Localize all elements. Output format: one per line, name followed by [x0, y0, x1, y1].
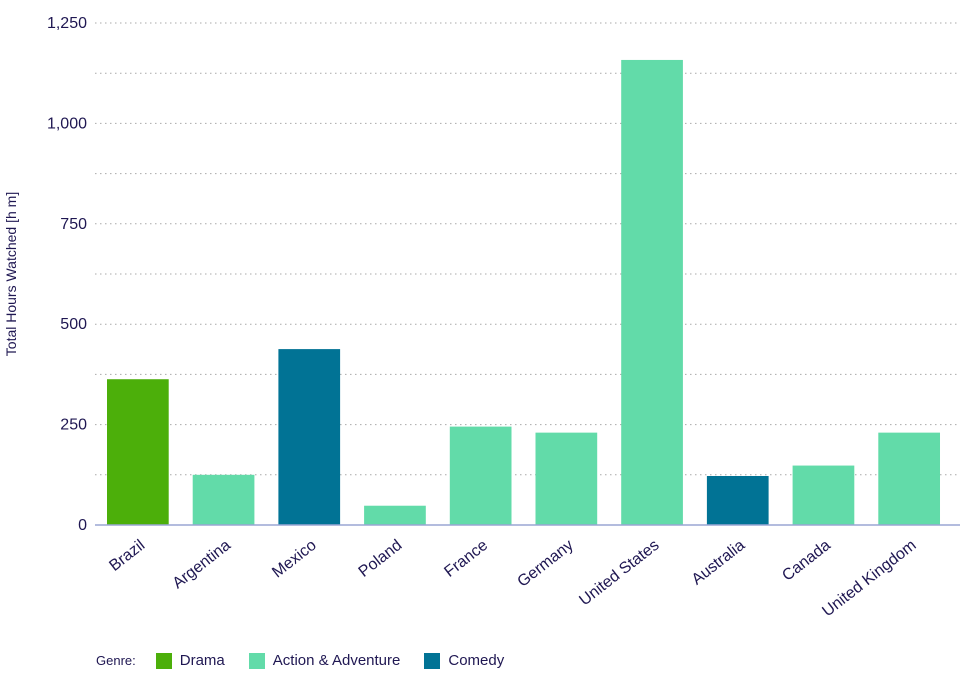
x-tick-label: Mexico — [269, 537, 319, 582]
legend-swatch-comedy — [424, 652, 441, 669]
y-axis-title: Total Hours Watched [h m] — [3, 192, 19, 356]
legend: Genre: Drama Action & Adventure Comedy — [96, 652, 528, 669]
bar-chart: 0 250 500 750 1,000 1,250 Brazil Argentina Mexi… — [3, 15, 960, 621]
legend-item-action-adventure: Action & Adventure — [248, 652, 401, 669]
bar-mexico — [278, 349, 341, 525]
x-tick-label: United Kingdom — [819, 537, 919, 620]
legend-swatch-drama — [155, 652, 172, 669]
y-tick-label: 750 — [60, 216, 87, 233]
x-tick-label: Poland — [356, 537, 406, 581]
legend-swatch-action-adventure — [248, 652, 265, 669]
x-tick-label: Canada — [779, 537, 834, 585]
y-tick-label: 500 — [60, 316, 87, 333]
bar-united-states — [621, 59, 683, 525]
bar-united-kingdom — [878, 432, 941, 525]
legend-label-comedy: Comedy — [448, 652, 505, 669]
bar-poland — [364, 505, 426, 525]
bars — [107, 59, 941, 525]
legend-item-comedy: Comedy — [424, 652, 504, 669]
x-tick-label: Brazil — [106, 537, 148, 575]
gridlines — [95, 22, 960, 476]
y-tick-label: 250 — [60, 417, 87, 434]
x-tick-label: Germany — [514, 537, 576, 591]
legend-label-drama: Drama — [179, 652, 225, 669]
bar-canada — [792, 465, 855, 525]
x-tick-label: Australia — [689, 537, 749, 589]
bar-germany — [535, 432, 598, 525]
x-tick-label: France — [441, 537, 491, 581]
y-tick-label: 1,000 — [47, 115, 87, 132]
bar-france — [449, 426, 512, 525]
legend-label-action-adventure: Action & Adventure — [272, 652, 401, 669]
x-tick-labels: Brazil Argentina Mexico Poland France Germany… — [106, 537, 919, 621]
y-tick-labels: 0 250 500 750 1,000 1,250 — [47, 15, 87, 534]
y-tick-label: 1,250 — [47, 15, 87, 32]
bar-argentina — [192, 474, 255, 525]
legend-title: Genre: — [96, 653, 136, 668]
x-tick-label: United States — [576, 537, 662, 610]
legend-item-drama: Drama — [155, 652, 225, 669]
bar-australia — [706, 476, 769, 525]
x-tick-label: Argentina — [170, 537, 235, 593]
bar-brazil — [107, 379, 169, 525]
y-tick-label: 0 — [78, 517, 87, 534]
